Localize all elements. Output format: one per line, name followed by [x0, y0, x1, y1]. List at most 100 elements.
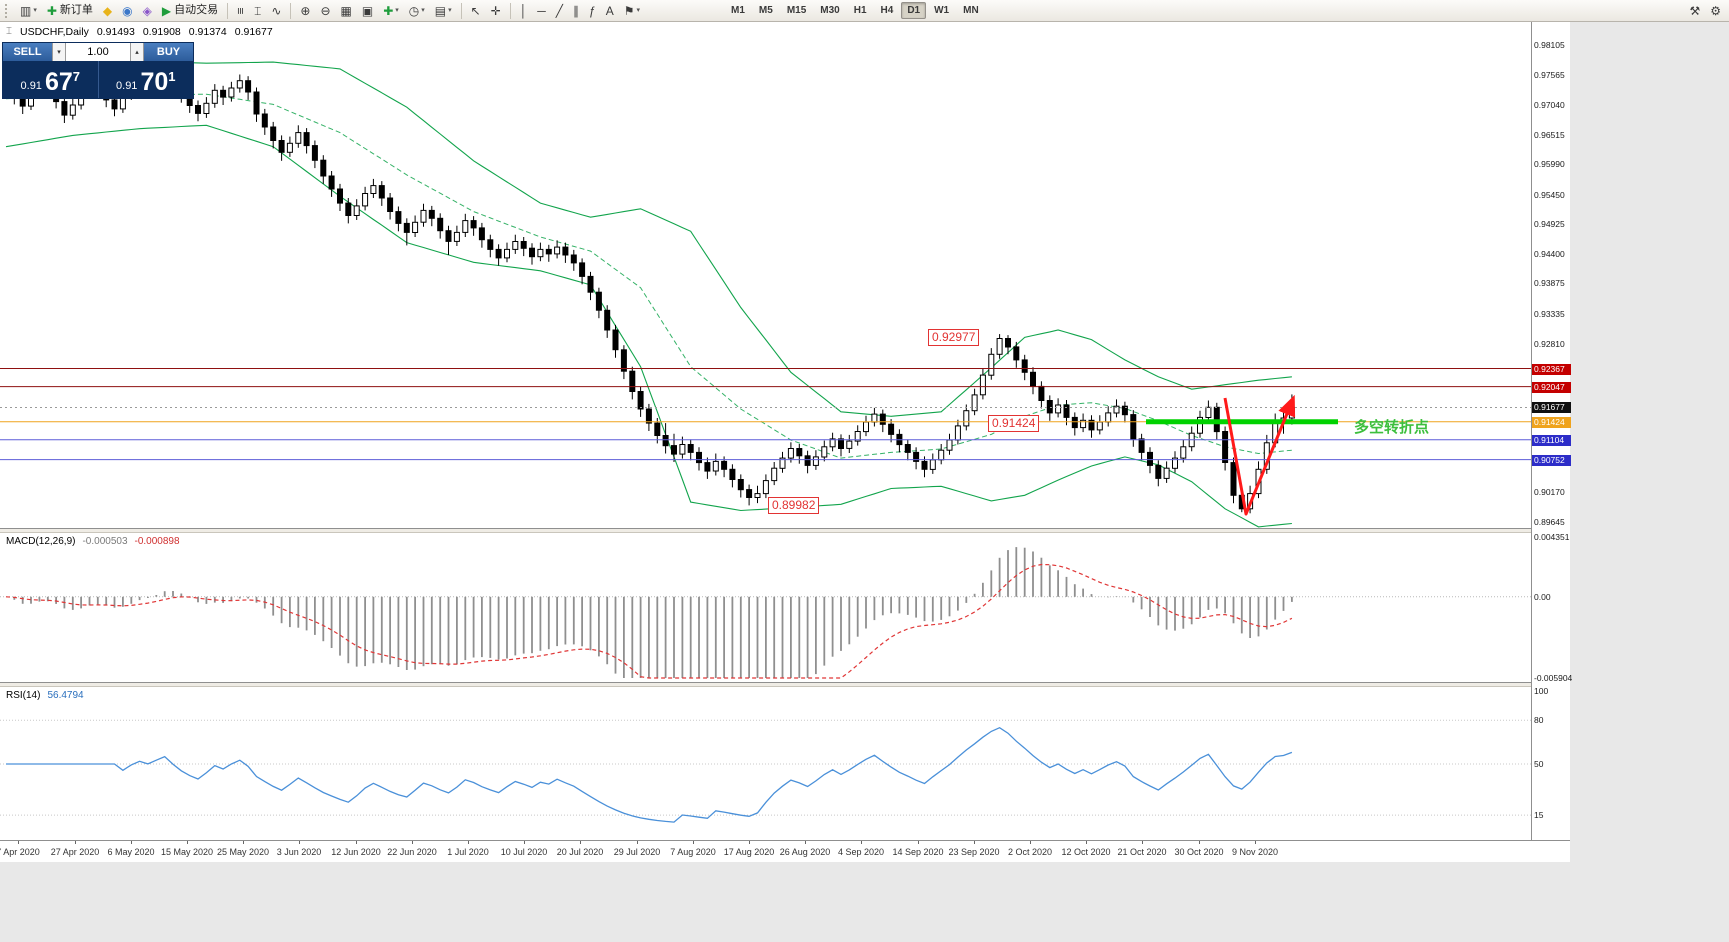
autotrading-button[interactable]: ▶ 自动交易 [158, 1, 222, 20]
toolbar: ▥ ▾ ✚ 新订单 ◆ ◉ ◈ ▶ 自动交易 ≡ ⌶ ∿ ⊕ ⊖ ▦ ▣ ✚ ▾ ◷ ▾ ▤ ▾ ↖ ✛ │ ─ ╱ ∥ ƒ A ⚑ ▾ M1 M… [0, 0, 1729, 22]
chevron-down-icon: ▾ [448, 7, 452, 14]
crosshair-button[interactable]: ✛ [487, 1, 505, 20]
timeframe-m30-button[interactable]: M30 [820, 5, 840, 16]
panel-splitter[interactable] [0, 682, 1570, 687]
charts-menu-button[interactable]: ▥ ▾ [16, 1, 41, 20]
price-tick: 0.97565 [1534, 70, 1565, 80]
macd-axis-tick: 0.00 [1534, 592, 1551, 602]
timeframe-m15-button[interactable]: M15 [786, 5, 807, 16]
zoom-out-icon: ⊖ [320, 3, 331, 18]
candlestick-chart-button[interactable]: ⌶ [250, 1, 265, 20]
zoom-out-button[interactable]: ⊖ [316, 1, 334, 20]
bid-quote[interactable]: 0.91 67 7 [3, 61, 99, 98]
timeframe-m5-button[interactable]: M5 [758, 5, 773, 16]
date-label: 14 Sep 2020 [892, 847, 944, 857]
date-label: 30 Oct 2020 [1174, 847, 1224, 857]
price-tick: 0.94400 [1534, 249, 1565, 259]
chart-window-icon: ▥ [20, 3, 32, 18]
navigator-button[interactable]: ◈ [139, 1, 156, 20]
date-label: 17 Aug 2020 [723, 847, 775, 857]
new-order-button[interactable]: ✚ 新订单 [43, 1, 97, 20]
chart-close-value: 0.91677 [234, 26, 273, 38]
price-tick: 0.95450 [1534, 190, 1565, 200]
timeframe-m1-button[interactable]: M1 [731, 5, 745, 16]
price-tick: 0.90170 [1534, 487, 1565, 497]
zoom-in-button[interactable]: ⊕ [296, 1, 314, 20]
price-annotation-high[interactable]: 0.92977 [928, 329, 980, 346]
arrow-objects-icon: ⚑ [623, 3, 635, 18]
date-label: 4 Sep 2020 [837, 847, 885, 857]
macd-signal-value: -0.000898 [134, 536, 180, 547]
price-axis[interactable]: 0.98105 0.97565 0.97040 0.96515 0.95990 0.954… [1531, 22, 1572, 840]
crosshair-icon: ✛ [490, 3, 501, 18]
tools-button[interactable]: ⚒ [1685, 1, 1704, 20]
trendline-button[interactable]: ╱ [552, 1, 567, 20]
price-tick: 0.96515 [1534, 130, 1565, 140]
main-chart-canvas[interactable] [0, 22, 1531, 528]
panel-splitter[interactable] [0, 528, 1570, 533]
sell-button[interactable]: SELL [3, 43, 52, 61]
fibonacci-button[interactable]: ƒ [585, 1, 600, 20]
rsi-axis-tick: 50 [1534, 759, 1544, 769]
text-button[interactable]: A [602, 1, 618, 20]
horizontal-line-button[interactable]: ─ [533, 1, 550, 20]
market-watch-icon: ◉ [122, 3, 133, 18]
line-chart-icon: ∿ [271, 3, 282, 18]
date-label: 23 Sep 2020 [948, 847, 1000, 857]
profiles-button[interactable]: ◆ [99, 1, 116, 20]
buy-button[interactable]: BUY [144, 43, 193, 61]
indicators-button[interactable]: ✚ ▾ [379, 1, 403, 20]
timeframe-d1-button[interactable]: D1 [901, 2, 927, 19]
arrange-windows-button[interactable]: ▣ [358, 1, 377, 20]
price-tick: 0.97040 [1534, 100, 1565, 110]
volume-decrease-button[interactable]: ▾ [52, 43, 66, 61]
time-axis[interactable]: 7 Apr 2020 27 Apr 2020 6 May 2020 15 May 20… [0, 840, 1570, 862]
volume-input[interactable] [66, 43, 130, 61]
timeframe-mn-button[interactable]: MN [963, 5, 979, 16]
time-tick [75, 841, 76, 844]
line-chart-button[interactable]: ∿ [267, 1, 285, 20]
rsi-panel-canvas[interactable] [0, 687, 1531, 840]
time-tick [861, 841, 862, 844]
ask-quote[interactable]: 0.91 70 1 [99, 61, 194, 98]
volume-increase-button[interactable]: ▴ [130, 43, 144, 61]
date-label: 12 Jun 2020 [331, 847, 381, 857]
time-tick [524, 841, 525, 844]
date-label: 15 May 2020 [160, 847, 214, 857]
toolbar-separator [290, 2, 292, 19]
price-annotation-low[interactable]: 0.89982 [768, 497, 820, 514]
timeframe-w1-button[interactable]: W1 [934, 5, 950, 16]
vertical-line-button[interactable]: │ [516, 1, 532, 20]
price-annotation-mid[interactable]: 0.91424 [988, 415, 1040, 432]
chart-window[interactable]: 7 Apr 2020 27 Apr 2020 6 May 2020 15 May 20… [0, 22, 1572, 862]
autotrading-icon: ▶ [161, 3, 172, 18]
price-tick: 0.89645 [1534, 517, 1565, 527]
cursor-button[interactable]: ↖ [467, 1, 485, 20]
market-watch-button[interactable]: ◉ [118, 1, 136, 20]
toolbar-separator [227, 2, 229, 19]
timeframe-h4-button[interactable]: H4 [880, 5, 894, 16]
channel-button[interactable]: ∥ [569, 1, 583, 20]
price-level-chip: 0.91677 [1532, 402, 1571, 413]
macd-panel-canvas[interactable] [0, 533, 1531, 682]
turning-point-note[interactable]: 多空转折点 [1354, 419, 1430, 436]
settings-button[interactable]: ⚙ [1706, 1, 1725, 20]
date-label: 3 Jun 2020 [276, 847, 322, 857]
channel-icon: ∥ [573, 3, 580, 18]
toolbar-grip[interactable] [5, 3, 10, 18]
bid-big-digits: 67 [44, 68, 73, 96]
time-tick [1199, 841, 1200, 844]
date-label: 29 Jul 2020 [613, 847, 661, 857]
templates-button[interactable]: ▤ ▾ [431, 1, 456, 20]
periods-button[interactable]: ◷ ▾ [405, 1, 429, 20]
macd-label: MACD(12,26,9) -0.000503 -0.000898 [6, 536, 180, 547]
date-label: 12 Oct 2020 [1061, 847, 1111, 857]
bar-chart-button[interactable]: ≡ [233, 1, 248, 20]
time-tick [18, 841, 19, 844]
tile-windows-button[interactable]: ▦ [337, 1, 356, 20]
arrows-button[interactable]: ⚑ ▾ [620, 1, 644, 20]
timeframe-h1-button[interactable]: H1 [853, 5, 867, 16]
date-label: 21 Oct 2020 [1117, 847, 1167, 857]
time-tick [1142, 841, 1143, 844]
chevron-down-icon: ▾ [636, 7, 640, 14]
